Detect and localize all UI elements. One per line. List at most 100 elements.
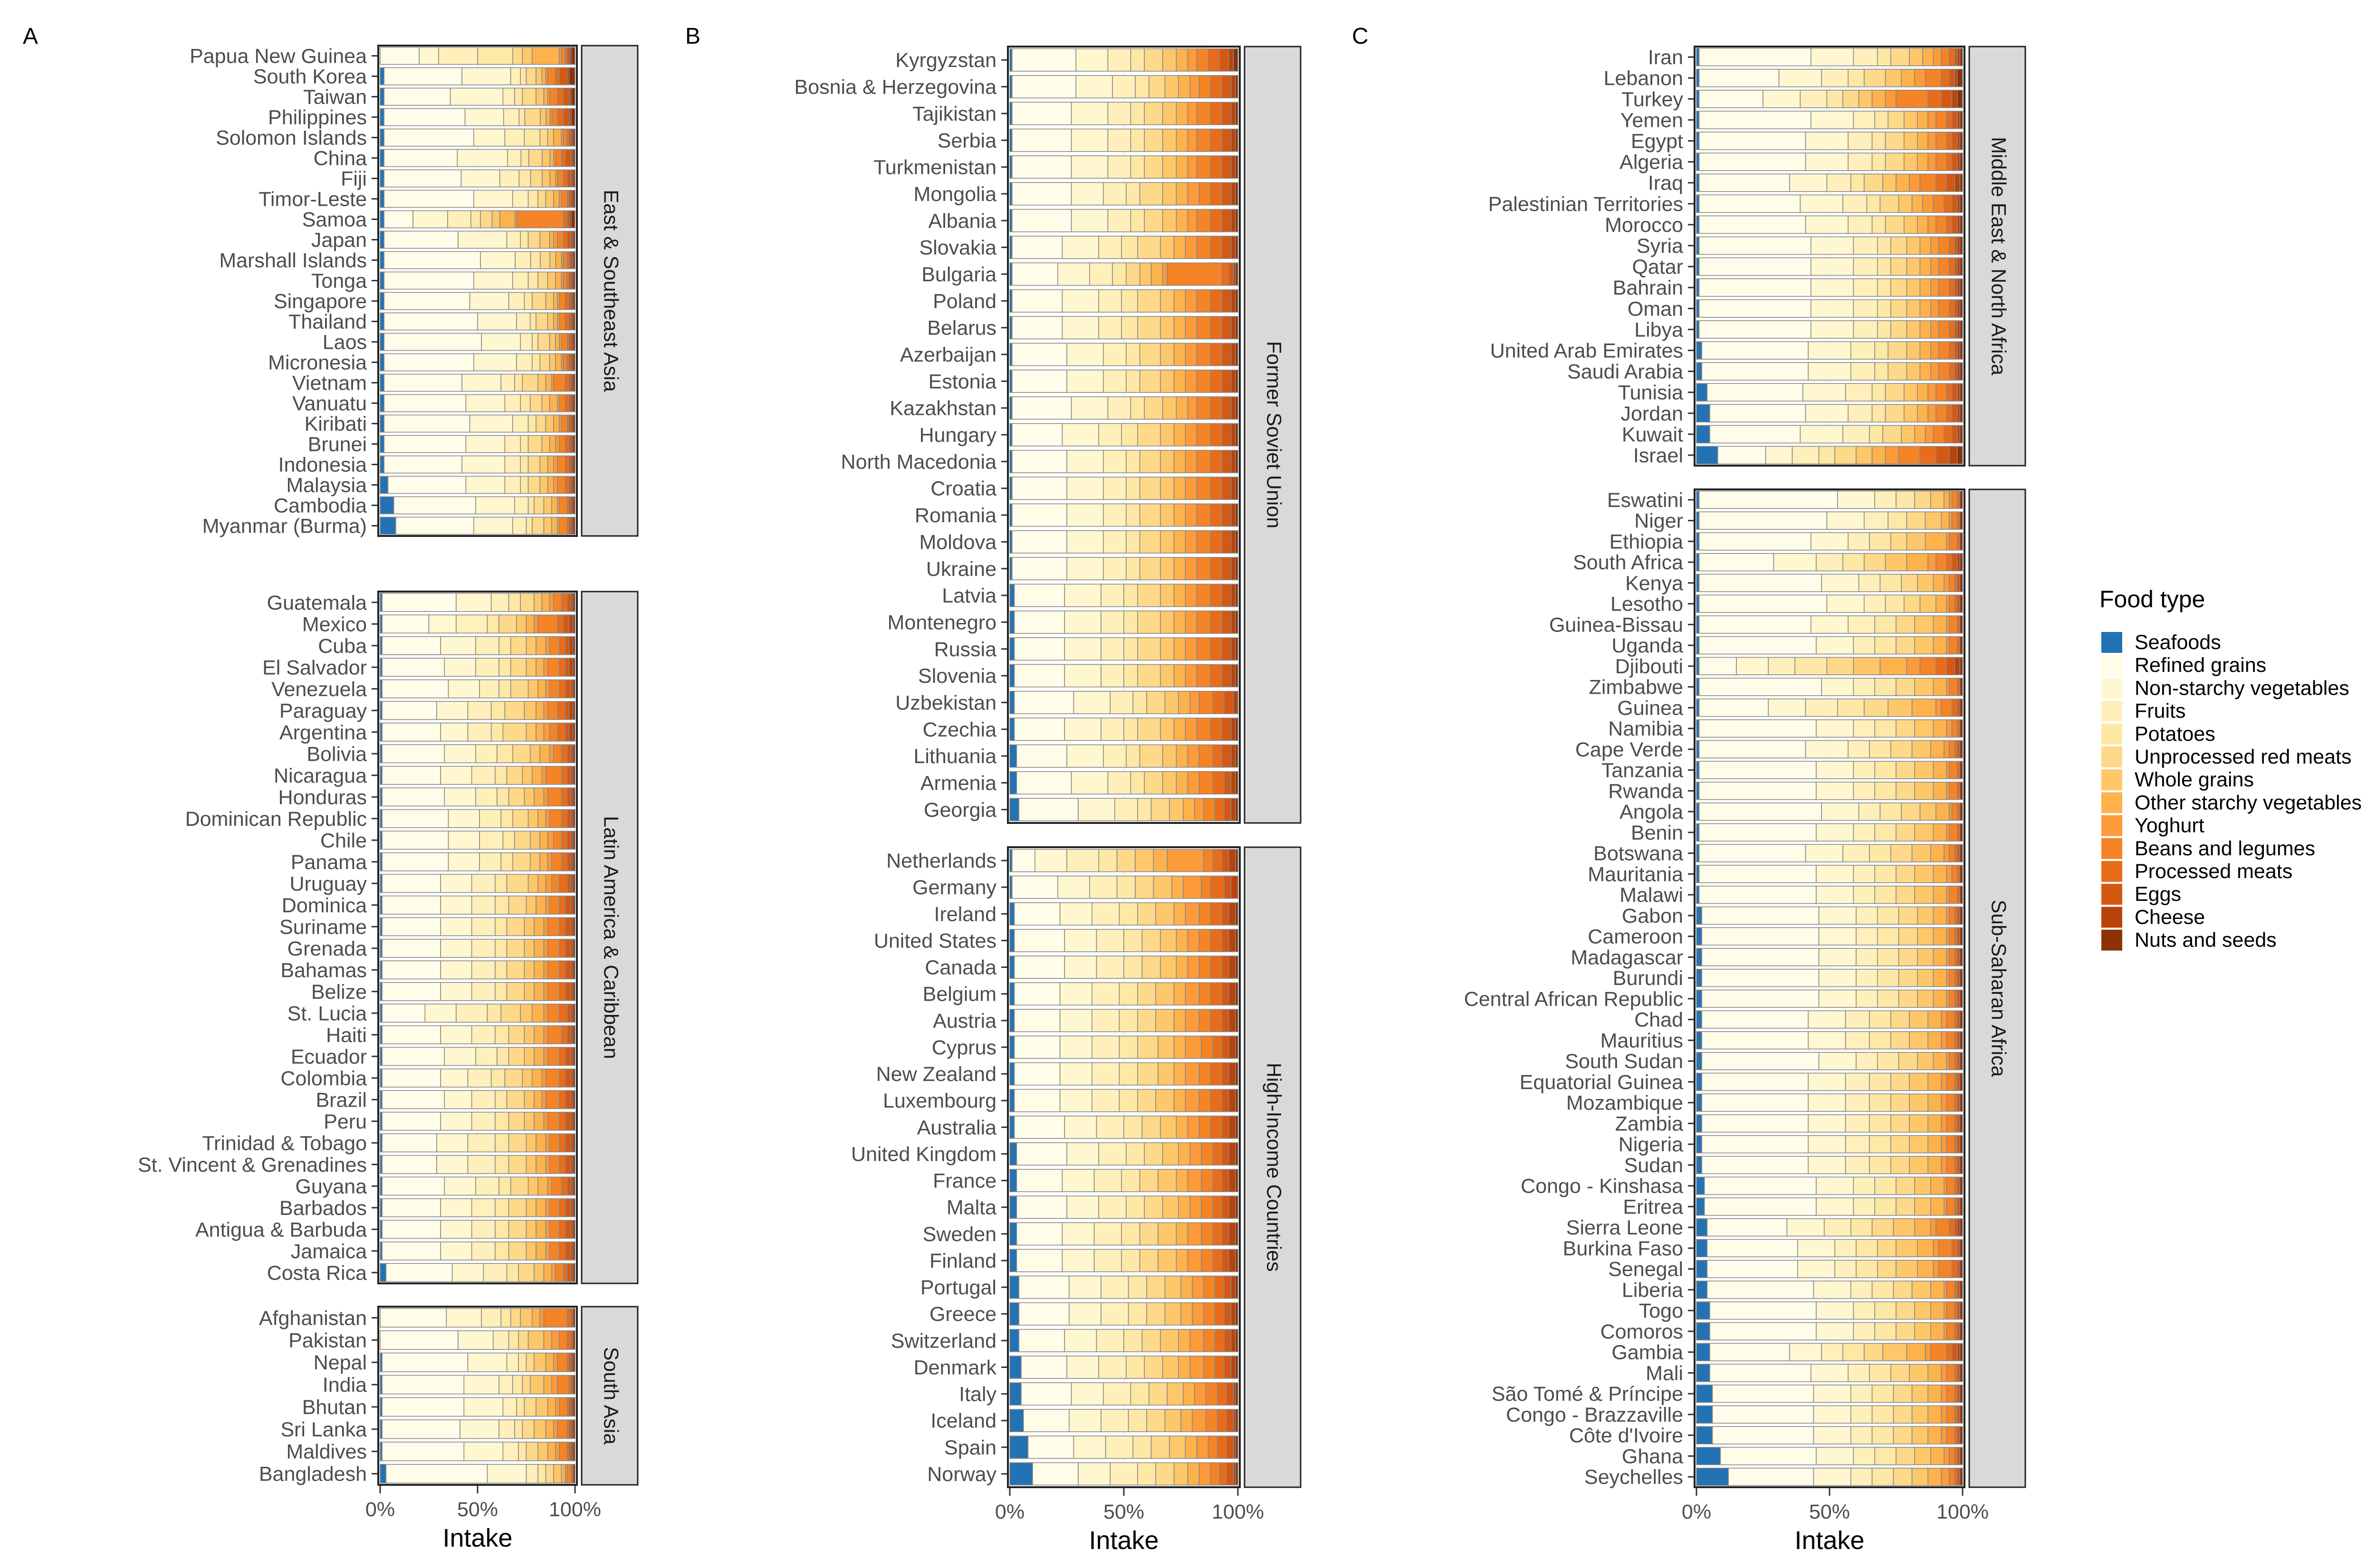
bar-segment xyxy=(1956,989,1961,1008)
panel-frame xyxy=(1694,488,1965,1488)
bar-segment xyxy=(1137,664,1161,688)
bar-segment xyxy=(563,210,568,229)
bar-segment xyxy=(1173,583,1186,607)
bar-segment xyxy=(1698,257,1811,276)
country-label: Marshall Islands xyxy=(219,249,367,272)
bar-segment xyxy=(1850,173,1865,192)
bar-segment xyxy=(1946,678,1950,696)
bar-segment xyxy=(380,373,384,392)
bar-segment xyxy=(1951,802,1958,821)
bar-segment xyxy=(1221,744,1232,768)
bar-segment xyxy=(1816,782,1854,800)
bar-segment xyxy=(529,744,540,764)
bar-segment xyxy=(1896,885,1916,904)
bar-segment xyxy=(565,1155,572,1174)
bar-segment xyxy=(1901,425,1915,444)
bar-segment xyxy=(1896,761,1916,779)
bar-segment xyxy=(1176,102,1188,125)
bar-segment xyxy=(1212,1035,1223,1059)
bar-segment xyxy=(508,787,525,807)
bar-segment xyxy=(565,373,570,392)
bar-segment xyxy=(1014,717,1065,741)
bar-segment xyxy=(1813,1467,1851,1486)
bar-segment xyxy=(1221,1195,1229,1219)
bar-segment xyxy=(1064,583,1102,607)
bar-segment xyxy=(473,128,506,147)
bar-segment xyxy=(1009,1222,1017,1246)
bar-segment xyxy=(563,108,570,126)
bar-segment xyxy=(1066,477,1104,500)
country-label: Jordan xyxy=(1621,402,1683,425)
country-label: Kuwait xyxy=(1622,423,1683,446)
bar-segment xyxy=(561,744,568,764)
bar-segment xyxy=(1933,194,1945,213)
bar-segment xyxy=(1864,698,1889,717)
bar-segment xyxy=(1954,948,1958,966)
bar-segment xyxy=(1946,1322,1955,1341)
bar-segment xyxy=(1941,89,1953,108)
bar-segment xyxy=(1059,902,1092,926)
bar-segment xyxy=(1866,194,1881,213)
bar-segment xyxy=(534,787,545,807)
bar-segment xyxy=(475,658,499,677)
country-label: Estonia xyxy=(929,370,997,393)
bar-segment xyxy=(1210,875,1225,899)
bar-segment xyxy=(559,1068,566,1088)
bar-segment xyxy=(1009,929,1015,952)
bar-segment xyxy=(1874,1176,1897,1195)
bar-segment xyxy=(1941,1426,1947,1444)
bar-segment xyxy=(1066,369,1104,393)
bar-segment xyxy=(1850,1467,1873,1486)
bar-segment xyxy=(1696,194,1700,213)
bar-segment xyxy=(1959,1072,1963,1091)
bar-segment xyxy=(549,744,554,764)
bar-segment xyxy=(1845,1093,1870,1112)
bar-segment xyxy=(1959,425,1963,444)
bar-segment xyxy=(506,1090,525,1109)
bar-segment xyxy=(1235,182,1238,206)
country-label: Colombia xyxy=(280,1067,367,1090)
bar-segment xyxy=(534,982,545,1001)
facet-strip-label: High-Income Countries xyxy=(1263,1063,1285,1272)
bar-segment xyxy=(551,108,558,126)
country-label: Angola xyxy=(1619,801,1683,823)
bar-segment xyxy=(559,292,566,310)
bar-segment xyxy=(1210,1062,1223,1086)
bar-segment xyxy=(1914,1447,1931,1465)
bar-segment xyxy=(1137,1035,1159,1059)
bar-segment xyxy=(520,230,529,249)
bar-segment xyxy=(566,593,572,612)
country-label: Denmark xyxy=(914,1356,997,1379)
bar-segment xyxy=(1808,341,1851,360)
bar-segment xyxy=(1185,637,1198,661)
bar-segment xyxy=(566,765,572,785)
bar-segment xyxy=(1173,982,1186,1006)
bar-segment xyxy=(1235,477,1238,500)
bar-segment xyxy=(495,1241,509,1261)
bar-segment xyxy=(1954,48,1958,67)
bar-segment xyxy=(1885,383,1905,402)
bar-segment xyxy=(559,636,566,655)
bar-segment xyxy=(1210,929,1223,952)
bar-segment xyxy=(1173,477,1186,500)
country-label: Uruguay xyxy=(289,872,367,895)
bar-segment xyxy=(568,658,574,677)
bar-segment xyxy=(1185,1089,1200,1112)
bar-segment xyxy=(526,1133,537,1153)
bar-segment xyxy=(1696,320,1700,339)
bar-segment xyxy=(1014,1009,1061,1033)
bar-segment xyxy=(1101,1275,1129,1299)
bar-segment xyxy=(1930,1301,1945,1320)
bar-segment xyxy=(1107,771,1131,794)
bar-segment xyxy=(1933,885,1947,904)
bar-segment xyxy=(565,658,570,677)
bar-segment xyxy=(1098,1195,1127,1219)
bar-segment xyxy=(1706,1281,1814,1299)
bar-segment xyxy=(1215,1329,1225,1352)
bar-segment xyxy=(514,373,523,392)
bar-segment xyxy=(1221,182,1232,206)
country-label: Azerbaijan xyxy=(900,344,996,366)
bar-segment xyxy=(1071,1382,1104,1405)
bar-segment xyxy=(549,169,556,188)
